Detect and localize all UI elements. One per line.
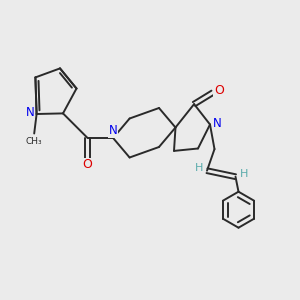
Text: N: N [109,124,118,137]
Text: N: N [213,116,222,130]
Text: O: O [214,84,224,97]
Text: O: O [83,158,92,172]
Text: H: H [194,163,203,173]
Text: N: N [26,106,34,119]
Text: CH₃: CH₃ [26,137,43,146]
Text: H: H [240,169,248,179]
